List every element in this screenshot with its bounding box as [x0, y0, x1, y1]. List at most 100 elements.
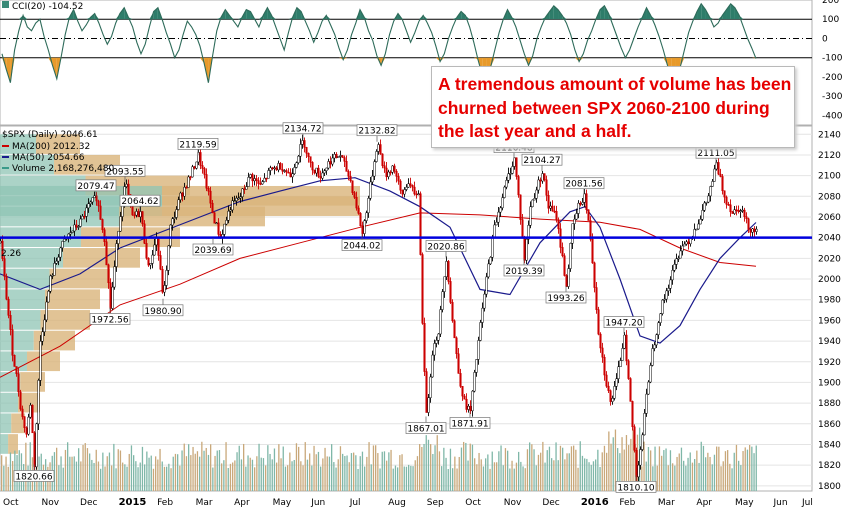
- volume-bar: [119, 450, 122, 491]
- candle-body: [235, 197, 238, 201]
- price-label: 2020.86: [427, 242, 464, 252]
- volume-bar: [656, 465, 658, 491]
- price-label: 2081.56: [565, 180, 602, 190]
- volume-bar: [232, 462, 234, 491]
- volume-bar: [498, 451, 500, 491]
- price-tick-label: 1860: [818, 420, 841, 430]
- volume-bar: [267, 445, 269, 491]
- candle-body: [23, 416, 26, 428]
- candle-body: [639, 449, 642, 466]
- volume-bar: [298, 446, 300, 491]
- volume-bar: [126, 466, 128, 491]
- volume-bar: [412, 466, 414, 491]
- candle-body: [319, 176, 322, 179]
- volume-bar: [634, 443, 636, 491]
- volume-bar: [344, 456, 346, 491]
- candle-body: [209, 190, 212, 204]
- candle-body: [233, 200, 236, 202]
- volume-bar: [29, 442, 31, 491]
- volume-bar: [722, 461, 724, 491]
- volume-bar: [300, 461, 302, 491]
- price-label-box: [177, 138, 219, 150]
- volume-bar: [124, 464, 126, 491]
- volume-bar: [654, 446, 656, 491]
- candle-body: [451, 302, 454, 322]
- candle-body: [261, 181, 264, 185]
- candle-body: [597, 309, 600, 335]
- volume-bar: [355, 455, 357, 491]
- vbp-bar-up: [0, 372, 21, 392]
- candle-body: [723, 190, 726, 198]
- volume-bar: [188, 444, 190, 491]
- candle-body: [549, 205, 552, 209]
- candle-body: [637, 464, 640, 478]
- candle-body: [383, 165, 386, 169]
- volume-bar: [194, 453, 196, 491]
- x-tick-label: Oct: [3, 498, 19, 508]
- volume-bar: [339, 446, 342, 491]
- volume-bar: [75, 461, 78, 491]
- volume-bar: [645, 461, 647, 491]
- candle-body: [707, 195, 710, 203]
- candle-body: [625, 334, 628, 362]
- price-label: 1871.91: [451, 419, 488, 429]
- volume-bar: [533, 449, 535, 491]
- candle-body: [485, 276, 488, 295]
- volume-bar: [265, 465, 267, 491]
- candle-body: [577, 202, 580, 214]
- volume-bar: [225, 442, 227, 491]
- volume-bar: [414, 460, 416, 491]
- volume-bar: [218, 450, 221, 491]
- volume-bar: [331, 444, 333, 491]
- volume-bar: [522, 466, 524, 491]
- volume-bar: [599, 467, 601, 491]
- candle-body: [317, 167, 320, 177]
- volume-bar: [540, 452, 542, 491]
- cci-tick-label: -400: [822, 111, 843, 121]
- price-tick-label: 2080: [818, 192, 841, 202]
- candle-body: [205, 174, 208, 189]
- candle-body: [103, 229, 106, 242]
- candle-body: [733, 209, 736, 214]
- candle-body: [515, 157, 518, 177]
- candle-body: [561, 247, 564, 257]
- candle-body: [509, 173, 512, 175]
- candle-body: [353, 192, 356, 198]
- vbp-bar-up: [0, 154, 54, 175]
- candle-body: [105, 241, 108, 266]
- candle-body: [349, 176, 352, 181]
- candle-body: [309, 156, 312, 163]
- volume-bar: [137, 467, 139, 491]
- volume-bar: [113, 443, 115, 491]
- price-label-box: [449, 417, 491, 429]
- price-tick-label: 2140: [818, 130, 841, 140]
- candle-body: [133, 214, 136, 217]
- volume-bar: [535, 465, 537, 491]
- vbp-bar-up: [0, 206, 120, 227]
- candle-body: [109, 282, 112, 309]
- cci-tick-label: 100: [822, 15, 839, 25]
- volume-bar: [304, 442, 306, 491]
- volume-bar: [150, 455, 152, 491]
- price-label: 2093.55: [106, 167, 143, 177]
- candle-body: [141, 211, 144, 225]
- candle-body: [673, 264, 676, 271]
- volume-bar: [667, 465, 669, 491]
- candle-body: [37, 380, 40, 425]
- volume-bar: [443, 447, 445, 491]
- volume-bar: [214, 455, 216, 491]
- candle-body: [185, 186, 188, 189]
- volume-bar: [566, 453, 568, 491]
- vbp-bar-up: [0, 413, 12, 434]
- volume-bar: [531, 444, 533, 491]
- volume-bar: [183, 443, 185, 491]
- candle-body: [503, 186, 506, 198]
- cci-y-axis: 200 100 0 -100 -200 -300 -400: [822, 0, 843, 121]
- volume-bar: [674, 465, 676, 491]
- candle-body: [283, 170, 286, 172]
- volume-bar: [320, 466, 322, 491]
- volume-bar: [696, 450, 698, 491]
- candle-body: [519, 194, 522, 220]
- volume-bar: [603, 445, 606, 491]
- candle-body: [197, 152, 200, 163]
